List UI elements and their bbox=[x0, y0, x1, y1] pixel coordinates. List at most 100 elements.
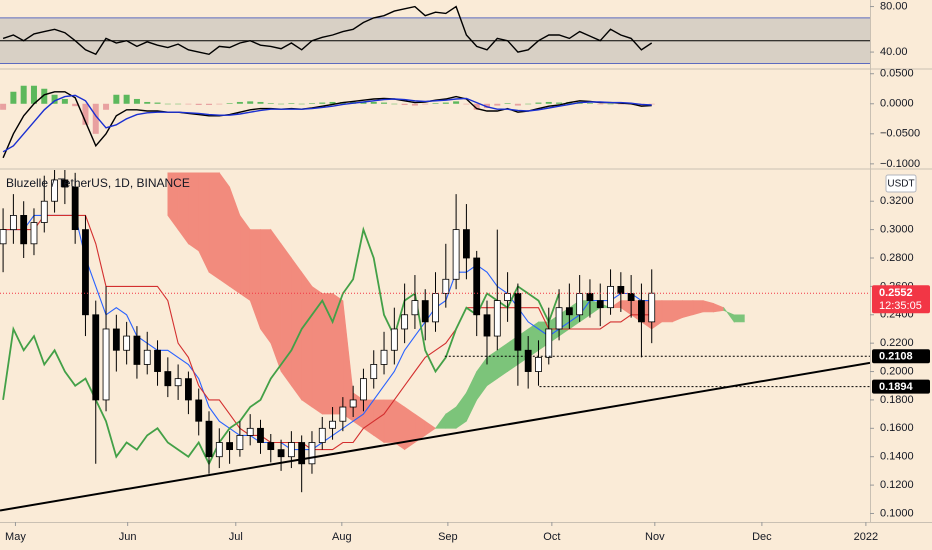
candle-body bbox=[82, 229, 89, 316]
y-tick-label: 0.0500 bbox=[880, 68, 914, 80]
ichimoku-cloud bbox=[280, 242, 292, 387]
macd-histogram-bar bbox=[206, 103, 213, 105]
macd-histogram-bar bbox=[514, 103, 521, 106]
candle-body bbox=[452, 229, 460, 280]
macd-histogram-bar bbox=[164, 103, 171, 105]
level-price-box bbox=[872, 349, 930, 364]
price-axis-panel bbox=[870, 0, 932, 550]
ichimoku-cloud bbox=[208, 172, 220, 280]
macd-histogram-bar bbox=[72, 103, 79, 107]
ichimoku-cloud bbox=[219, 171, 230, 287]
macd-histogram-bar bbox=[288, 103, 295, 104]
ichimoku-cloud bbox=[682, 300, 694, 318]
candle-body bbox=[226, 442, 233, 451]
candle-body bbox=[246, 427, 254, 436]
candle-body bbox=[318, 427, 326, 443]
candle-body bbox=[535, 356, 542, 372]
macd-histogram-bar bbox=[144, 101, 151, 104]
candle-body bbox=[185, 378, 192, 401]
candle-body bbox=[287, 442, 295, 458]
ichimoku-cloud bbox=[404, 406, 416, 451]
candle-body bbox=[493, 300, 501, 337]
macd-histogram-bar bbox=[0, 103, 7, 110]
candle-body bbox=[112, 328, 120, 351]
x-tick-label: Jul bbox=[229, 531, 243, 543]
candle-body bbox=[174, 378, 182, 387]
ichimoku-cloud bbox=[311, 285, 323, 415]
ichimoku-cloud bbox=[260, 229, 272, 345]
y-tick-label: 0.1400 bbox=[880, 451, 914, 463]
candle-body bbox=[298, 442, 306, 465]
macd-histogram-bar bbox=[298, 103, 305, 105]
y-tick-label: 0.2800 bbox=[880, 252, 914, 264]
macd-histogram-bar bbox=[267, 103, 274, 104]
ichimoku-cloud bbox=[661, 300, 673, 323]
candle-body bbox=[51, 179, 58, 202]
candle-body bbox=[30, 222, 38, 245]
macd-histogram-bar bbox=[617, 103, 624, 105]
macd-histogram-bar bbox=[597, 103, 604, 105]
candle-body bbox=[123, 335, 131, 351]
candle-body bbox=[524, 349, 532, 372]
macd-histogram-bar bbox=[278, 103, 285, 105]
macd-histogram-bar bbox=[41, 88, 48, 104]
candle-body bbox=[596, 300, 604, 309]
y-tick-label: 0.3200 bbox=[880, 195, 914, 207]
macd-histogram-bar bbox=[61, 98, 68, 104]
ichimoku-cloud bbox=[733, 314, 745, 323]
candle-body bbox=[360, 378, 367, 401]
candle-body bbox=[9, 215, 17, 231]
macd-histogram-bar bbox=[30, 85, 37, 104]
candle-body bbox=[0, 229, 7, 245]
y-tick-label: 0.1600 bbox=[880, 422, 914, 434]
candle-body bbox=[607, 285, 614, 309]
x-tick-label: Nov bbox=[645, 531, 665, 543]
currency-label: USDT bbox=[887, 179, 914, 190]
macd-histogram-bar bbox=[494, 103, 501, 106]
y-tick-label: 0.1000 bbox=[880, 507, 914, 519]
y-tick-label: −0.1000 bbox=[880, 158, 920, 170]
macd-histogram-bar bbox=[463, 103, 470, 105]
candle-body bbox=[257, 427, 264, 443]
ichimoku-line bbox=[3, 214, 652, 451]
candle-body bbox=[277, 449, 285, 458]
macd-histogram-bar bbox=[545, 101, 552, 104]
level-price-label: 0.1894 bbox=[879, 381, 914, 393]
x-tick-label: May bbox=[5, 531, 26, 543]
last-price-label: 0.2552 bbox=[879, 287, 913, 299]
x-tick-label: Oct bbox=[543, 531, 560, 543]
macd-histogram-bar bbox=[391, 103, 398, 105]
macd-histogram-bar bbox=[247, 101, 254, 104]
candle-body bbox=[390, 328, 398, 351]
macd-line bbox=[2, 94, 652, 153]
macd-histogram-bar bbox=[473, 103, 480, 110]
candle-body bbox=[236, 435, 244, 451]
macd-histogram-bar bbox=[370, 101, 377, 104]
candle-body bbox=[267, 442, 275, 451]
macd-histogram-bar bbox=[51, 94, 58, 104]
candle-body bbox=[504, 293, 511, 301]
macd-histogram-bar bbox=[607, 103, 614, 105]
macd-histogram-bar bbox=[236, 101, 243, 104]
ichimoku-cloud bbox=[239, 214, 251, 302]
currency-box bbox=[885, 174, 917, 193]
macd-histogram-bar bbox=[216, 103, 223, 105]
macd-histogram-bar bbox=[20, 85, 27, 104]
macd-histogram-bar bbox=[92, 103, 99, 134]
candle-body bbox=[545, 328, 553, 358]
candle-body bbox=[143, 349, 151, 365]
y-tick-label: 0.2200 bbox=[880, 337, 914, 349]
candle-body bbox=[349, 399, 357, 408]
macd-histogram-bar bbox=[226, 103, 233, 104]
ichimoku-cloud bbox=[373, 399, 385, 444]
candle-body bbox=[638, 300, 645, 323]
y-tick-label: 0.1200 bbox=[880, 479, 914, 491]
macd-histogram-bar bbox=[586, 103, 593, 104]
x-tick-label: Aug bbox=[332, 531, 352, 543]
candle-body bbox=[586, 293, 594, 301]
candle-body bbox=[576, 293, 584, 316]
macd-histogram-bar bbox=[103, 103, 110, 110]
y-tick-label: 0.2000 bbox=[880, 365, 914, 377]
macd-histogram-bar bbox=[123, 94, 130, 104]
